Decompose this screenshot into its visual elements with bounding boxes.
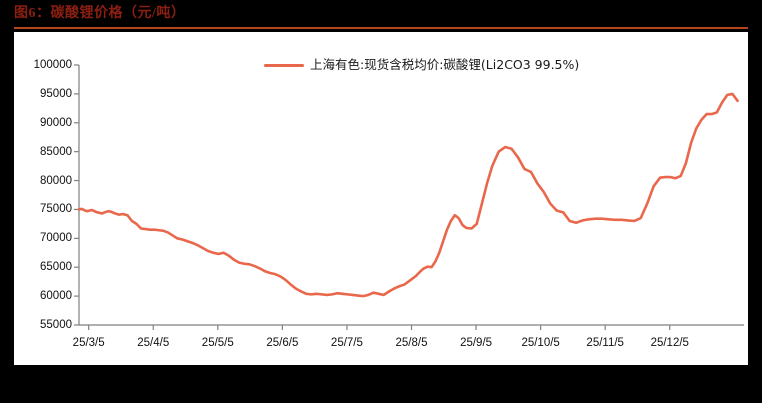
x-axis-tick-label: 25/3/5 bbox=[72, 337, 105, 349]
y-axis-tick-label: 60000 bbox=[40, 290, 72, 303]
title-divider bbox=[14, 27, 748, 29]
price-series-line bbox=[77, 92, 739, 298]
chart-legend: 上海有色:现货含税均价:碳酸锂(Li2CO3 99.5%) bbox=[264, 56, 579, 74]
x-axis-tick-label: 25/12/5 bbox=[650, 337, 689, 349]
y-axis-tick-label: 55000 bbox=[40, 319, 72, 331]
y-axis-labels: 100000 95000 90000 85000 80000 75000 70000 6500… bbox=[14, 32, 72, 365]
line-chart-plot bbox=[14, 32, 748, 365]
x-axis-tick-label: 25/6/5 bbox=[266, 337, 299, 349]
y-axis-tick-label: 65000 bbox=[40, 261, 72, 274]
x-axis-tick-label: 25/10/5 bbox=[521, 337, 560, 349]
x-axis-tick-label: 25/4/5 bbox=[137, 337, 170, 349]
y-axis-tick-label: 95000 bbox=[40, 87, 72, 100]
x-axis-tick-label: 25/11/5 bbox=[586, 337, 624, 349]
y-axis-tick-label: 75000 bbox=[40, 203, 72, 216]
x-axis-tick-label: 25/8/5 bbox=[395, 337, 428, 349]
legend-color-swatch bbox=[264, 63, 304, 67]
x-axis-ticks bbox=[88, 325, 671, 330]
y-axis-tick-label: 85000 bbox=[40, 145, 72, 158]
chart-panel: 100000 95000 90000 85000 80000 75000 70000 6500… bbox=[14, 32, 748, 365]
y-axis-tick-label: 70000 bbox=[40, 232, 72, 245]
y-axis-tick-label: 100000 bbox=[33, 59, 72, 71]
x-axis-tick-label: 25/7/5 bbox=[330, 337, 363, 349]
x-axis-tick-label: 25/9/5 bbox=[460, 337, 493, 349]
y-axis-ticks bbox=[74, 64, 79, 326]
x-axis-labels: 25/3/5 25/4/5 25/5/5 25/6/5 25/7/5 25/8/5 25/9… bbox=[14, 32, 748, 365]
x-axis-tick-label: 25/5/5 bbox=[201, 337, 234, 349]
page-title: 图6：碳酸锂价格（元/吨） bbox=[14, 6, 186, 21]
legend-item-label: 上海有色:现货含税均价:碳酸锂(Li2CO3 99.5%) bbox=[310, 57, 580, 72]
y-axis-tick-label: 80000 bbox=[40, 174, 72, 187]
y-axis-tick-label: 90000 bbox=[40, 116, 72, 129]
figure-title-bar: 图6：碳酸锂价格（元/吨） bbox=[14, 4, 748, 30]
plot-background bbox=[14, 32, 748, 365]
